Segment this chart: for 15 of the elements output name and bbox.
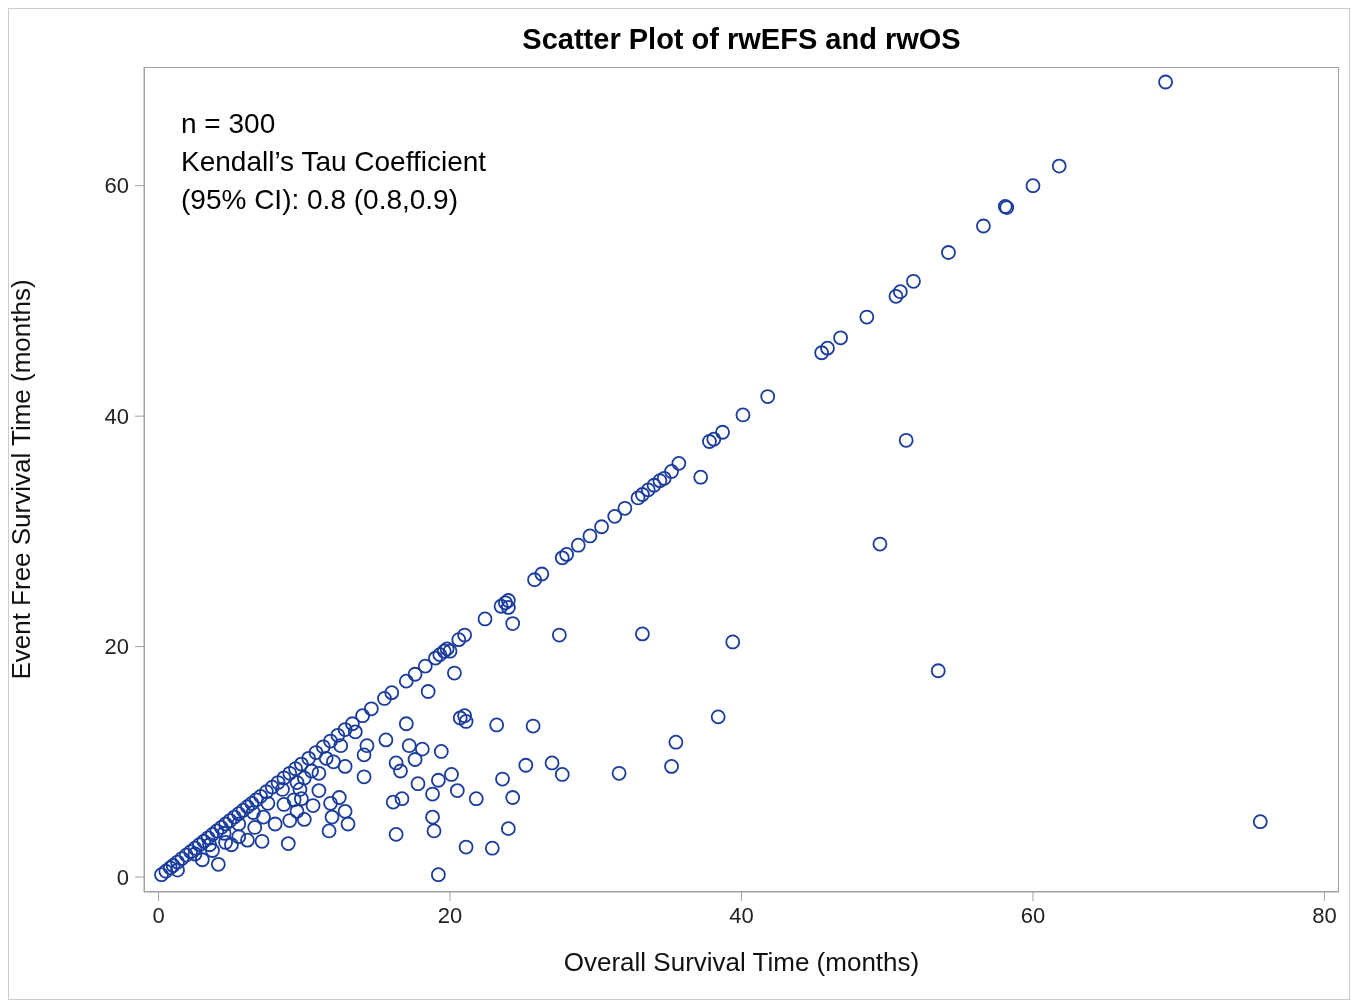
x-tick-label: 60 <box>1020 902 1046 928</box>
annotation: (95% CI): 0.8 (0.8,0.9) <box>181 183 459 217</box>
x-tick-label: 0 <box>152 902 165 928</box>
y-tick-label: 40 <box>104 403 129 429</box>
x-axis-title: Overall Survival Time (months) <box>563 947 920 977</box>
x-tick-label: 20 <box>437 902 463 928</box>
y-tick-label: 60 <box>104 173 129 199</box>
y-tick-label: 20 <box>104 634 129 660</box>
x-tick-label: 80 <box>1312 902 1337 928</box>
annotation: Kendall’s Tau Coefficient <box>181 145 487 179</box>
x-tick-label: 40 <box>729 902 754 928</box>
annotation: n = 300 <box>181 107 277 141</box>
y-axis-title: Event Free Survival Time (months) <box>6 279 37 680</box>
y-tick-label: 0 <box>116 864 129 890</box>
chart-title: Scatter Plot of rwEFS and rwOS <box>521 23 962 56</box>
